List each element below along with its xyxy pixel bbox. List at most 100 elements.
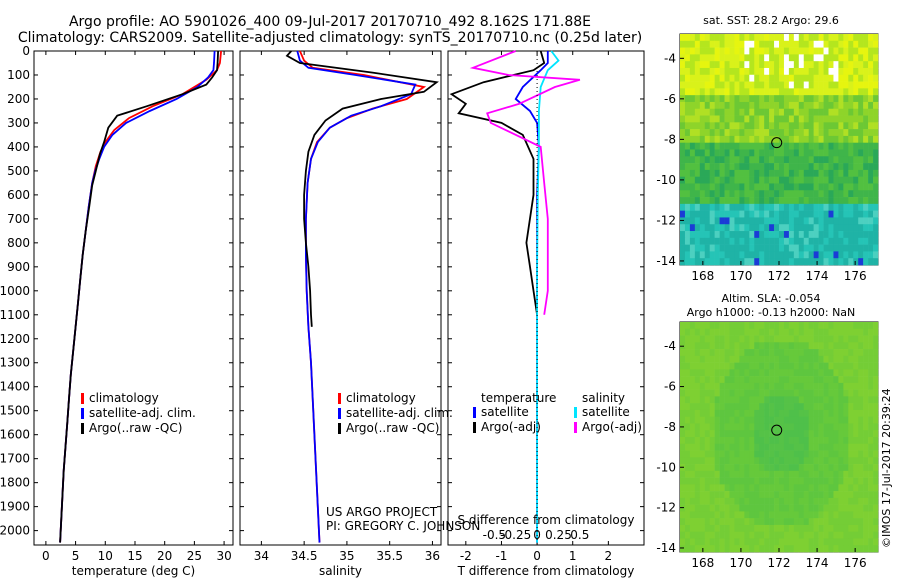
sal-diff-tick-label: 0	[533, 528, 541, 542]
panel-frame-temperature	[33, 50, 234, 546]
temp-legend-swatch	[81, 393, 84, 404]
map-x-tick-label: 168	[691, 269, 714, 283]
map-y-tick-label: -8	[664, 132, 676, 146]
x-tick-label: 30	[216, 549, 231, 563]
map-y-tick-label: -4	[664, 51, 676, 65]
x-tick-label: 1	[569, 549, 577, 563]
series-line-satellite-adj. clim.	[296, 50, 417, 543]
y-tick-label: 1300	[0, 356, 30, 370]
y-tick-label: 100	[7, 68, 30, 82]
timestamp-stamp: ©IMOS 17-Jul-2017 20:39:24	[880, 388, 893, 548]
x-tick-label: -2	[460, 549, 472, 563]
sst-map-title: sat. SST: 28.2 Argo: 29.6	[703, 14, 839, 27]
map-y-tick-label: -14	[656, 541, 676, 555]
x-tick-label: 35	[339, 549, 354, 563]
y-tick-label: 900	[7, 260, 30, 274]
y-tick-label: 400	[7, 140, 30, 154]
diff-legend-label: Argo(-adj)	[582, 420, 642, 434]
map-x-tick-label: 176	[844, 556, 867, 570]
diff-legend-label: Argo(-adj)	[481, 420, 541, 434]
series-line-Argo(..raw -QC)	[59, 50, 219, 543]
map-x-tick-label: 174	[806, 269, 829, 283]
credit-project: US ARGO PROJECT	[326, 505, 438, 519]
map-y-tick-label: -10	[656, 460, 676, 474]
map-y-tick-label: -8	[664, 420, 676, 434]
x-tick-label: 35.5	[376, 549, 403, 563]
map-y-tick-label: -4	[664, 339, 676, 353]
x-tick-label: 2	[605, 549, 613, 563]
x-tick-label: 10	[98, 549, 113, 563]
sal-legend-swatch	[338, 393, 341, 404]
sla-map-title-line1: Altim. SLA: -0.054	[721, 292, 820, 305]
y-tick-label: 700	[7, 212, 30, 226]
x-tick-label: -1	[495, 549, 507, 563]
x-tick-label: 36	[425, 549, 440, 563]
map-x-tick-label: 172	[768, 269, 791, 283]
temp-legend-label: Argo(..raw -QC)	[89, 421, 182, 435]
temp-legend-label: climatology	[89, 391, 159, 405]
series-line-Argo(-adj)	[449, 50, 546, 315]
sal-diff-tick-label: 0.5	[570, 528, 589, 542]
map-y-tick-label: -6	[664, 92, 676, 106]
diff-legend-label: satellite	[481, 405, 529, 419]
diff-legend-swatch	[473, 407, 476, 418]
map-x-tick-label: 172	[768, 556, 791, 570]
series-line-Argo(..raw -QC)	[285, 50, 439, 327]
x-tick-label: 20	[157, 549, 172, 563]
figure-title-line1: Argo profile: AO 5901026_400 09-Jul-2017…	[68, 14, 592, 30]
map-x-tick-label: 174	[806, 556, 829, 570]
diff-legend-swatch	[473, 422, 476, 433]
x-tick-label: 34	[254, 549, 269, 563]
map-y-tick-label: -12	[656, 501, 676, 515]
y-tick-label: 1000	[0, 284, 30, 298]
x-tick-label: 25	[187, 549, 202, 563]
panel-frame-salinity	[239, 50, 442, 546]
x-tick-label: 34.5	[291, 549, 318, 563]
y-tick-label: 1800	[0, 476, 30, 490]
x-tick-label: 15	[127, 549, 142, 563]
sal-diff-tick-label: -0.5	[483, 528, 506, 542]
y-tick-label: 500	[7, 164, 30, 178]
y-tick-label: 300	[7, 116, 30, 130]
y-tick-label: 1900	[0, 500, 30, 514]
credit-pi: PI: GREGORY C. JOHNSON	[326, 519, 481, 533]
diff-legend-swatch	[574, 422, 577, 433]
y-tick-label: 1500	[0, 404, 30, 418]
y-tick-label: 1400	[0, 380, 30, 394]
figure-title-line2: Climatology: CARS2009. Satellite-adjuste…	[17, 30, 643, 46]
x-tick-label: 0	[42, 549, 50, 563]
x-axis-label-top: S difference from climatology	[458, 513, 635, 527]
series-line-Argo(-adj)	[469, 50, 581, 315]
y-tick-label: 200	[7, 92, 30, 106]
map-y-tick-label: -14	[656, 254, 676, 268]
x-axis-label: temperature (deg C)	[72, 564, 195, 578]
x-axis-label: T difference from climatology	[457, 564, 635, 578]
sal-legend-label: satellite-adj. clim.	[346, 406, 453, 420]
y-tick-label: 0	[22, 44, 30, 58]
y-tick-label: 600	[7, 188, 30, 202]
argo-float-marker	[771, 424, 783, 436]
x-tick-label: 5	[72, 549, 80, 563]
sal-legend-swatch	[338, 423, 341, 434]
y-tick-label: 1100	[0, 308, 30, 322]
map-heatmap-cells	[680, 34, 879, 266]
sal-diff-tick-label: 0.25	[545, 528, 572, 542]
diff-legend-header-temp: temperature	[481, 391, 556, 405]
map-x-tick-label: 168	[691, 556, 714, 570]
map-x-tick-label: 170	[729, 269, 752, 283]
diff-legend-header-sal: salinity	[582, 391, 625, 405]
map-y-tick-label: -6	[664, 380, 676, 394]
y-tick-label: 1200	[0, 332, 30, 346]
diff-legend-label: satellite	[582, 405, 630, 419]
x-tick-label: 0	[533, 549, 541, 563]
argo-float-marker	[771, 137, 783, 149]
sal-diff-tick-label: -0.25	[500, 528, 531, 542]
y-tick-label: 1600	[0, 428, 30, 442]
map-x-tick-label: 170	[729, 556, 752, 570]
map-y-tick-label: -10	[656, 173, 676, 187]
temp-legend-label: satellite-adj. clim.	[89, 406, 196, 420]
y-tick-label: 1700	[0, 452, 30, 466]
y-tick-label: 800	[7, 236, 30, 250]
map-y-tick-label: -12	[656, 213, 676, 227]
